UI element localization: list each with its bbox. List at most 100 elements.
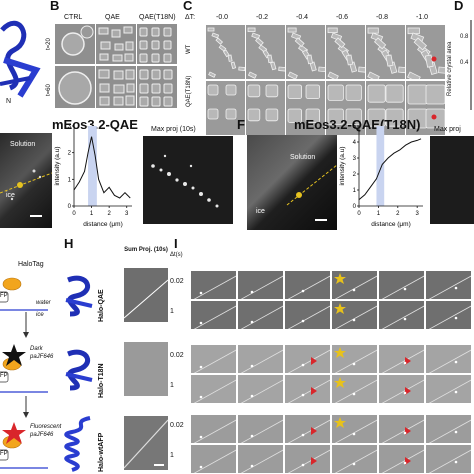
panel-c-image — [286, 25, 325, 79]
panel-e-chart-x-tick-label: 3 — [125, 211, 129, 217]
panel-f-solution-label: Solution — [290, 154, 316, 161]
panel-c-temp-label: -0.8 — [376, 14, 389, 21]
panel-i-frame — [425, 344, 472, 374]
panel-c-temp-label: -0.6 — [336, 14, 349, 21]
panel-i-frame — [284, 300, 331, 330]
panel-c-image — [246, 81, 285, 135]
panel-d-label: D — [454, 0, 464, 13]
panel-i-frame — [425, 414, 472, 444]
panel-f-chart-series-line — [358, 138, 422, 200]
panel-c-image — [206, 81, 245, 135]
panel-f-chart-x-tick-label: 2 — [396, 211, 400, 217]
panel-h-sumproj-image-wtafp — [124, 416, 168, 470]
panel-h-sumproj-image-qae — [124, 268, 168, 322]
panel-i-frame — [237, 270, 284, 300]
panel-e-maxproj-label: Max proj (10s) — [151, 126, 196, 133]
panel-f-chart-y-tick-label: 4 — [353, 140, 357, 146]
panel-i-label: I — [174, 236, 178, 251]
panel-f-label: F — [237, 117, 245, 132]
panel-h-protein-wtafp — [64, 416, 91, 472]
protein-structure-a — [0, 20, 41, 98]
panel-f-chart-y-tick-label: 5 — [353, 124, 357, 130]
panel-i-frame — [237, 344, 284, 374]
panel-h-sumproj-label: Sum Proj. (10s) — [124, 247, 168, 253]
panel-c-image — [406, 81, 445, 135]
panel-e-title: mEos3.2-QAE — [52, 117, 138, 132]
panel-i-frame — [190, 270, 237, 300]
panel-e-chart-highlight-band — [88, 126, 97, 206]
panel-f-chart-highlight-band — [376, 126, 385, 206]
panel-g-dark-label: Dark — [30, 346, 43, 352]
panel-d-ylabel: Relative crystal area — [447, 41, 453, 96]
panel-i-frame — [425, 270, 472, 300]
panel-g-fp-label-3: FP — [0, 451, 8, 457]
panel-e-ice-label: ice — [6, 192, 15, 199]
panel-f-chart-y-tick-label: 0 — [353, 204, 357, 210]
panel-f-maxproj-image — [430, 136, 474, 224]
panel-b-label: B — [50, 0, 60, 13]
panel-h-label: H — [64, 236, 74, 251]
panel-b-row-t60: t=60 — [46, 84, 52, 96]
panel-i-frame — [237, 414, 284, 444]
panel-i-frame — [331, 270, 378, 300]
panel-g-schematic — [0, 277, 48, 469]
panel-d-ytick-0: 0.8 — [460, 34, 469, 40]
panel-e-chart-x-axis-label: distance (μm) — [83, 221, 123, 228]
panel-f-chart-x-tick-label: 1 — [377, 211, 381, 217]
panel-i-frame — [190, 300, 237, 330]
panel-f-chart-y-tick-label: 3 — [353, 156, 357, 162]
panel-c-label: C — [183, 0, 193, 13]
panel-i-frame — [331, 414, 378, 444]
panel-i-frame — [190, 374, 237, 404]
panel-i-frame — [378, 444, 425, 474]
panel-i-frame — [190, 344, 237, 374]
panel-i-dt-value: 1 — [170, 382, 174, 389]
panel-i-dt-value: 1 — [170, 308, 174, 315]
panel-a-n-label: N — [6, 98, 12, 105]
panel-c-image — [366, 25, 405, 79]
panel-c-row-wt: WT — [186, 44, 192, 54]
panel-i-frame — [425, 374, 472, 404]
panel-g-fluorescent-label: Fluorescent — [30, 424, 62, 430]
panel-f-title: mEos3.2-QAE(T18N) — [294, 117, 421, 132]
panel-i-frame — [190, 414, 237, 444]
panel-i-frame — [378, 300, 425, 330]
panel-g-fp-label-1: FP — [0, 293, 8, 299]
panel-d-axis — [470, 20, 472, 110]
panel-b-col-qae: QAE — [105, 14, 120, 21]
panel-i-dt-value: 1 — [170, 452, 174, 459]
panel-f-chart-x-axis-label: distance (μm) — [371, 221, 411, 228]
panel-i-frame — [331, 374, 378, 404]
panel-h-protein-t18n — [65, 349, 93, 391]
panel-e-chart-x-tick-label: 0 — [72, 211, 76, 217]
panel-e-chart-x-tick-label: 2 — [107, 211, 111, 217]
panel-i-frame — [425, 444, 472, 474]
panel-e-solution-label: Solution — [10, 141, 36, 148]
panel-e-chart-y-tick-label: 1 — [68, 177, 72, 183]
panel-f-profile-chart: 0 1 2 3 0 1 2 3 4 5 distance (μm) intensity (a.u) — [339, 124, 423, 228]
panel-g-ice-label: ice — [36, 312, 44, 318]
panel-c-row-t18n: QAE(T18N) — [186, 75, 192, 107]
panel-b-col-t18n: QAE(T18N) — [139, 14, 176, 21]
panel-c-temp-label: -1.0 — [416, 14, 429, 21]
panel-b-image-ctrl-t60 — [55, 66, 95, 108]
panel-f-chart-x-tick-label: 3 — [416, 211, 420, 217]
panel-c-temp-label: -0.4 — [296, 14, 309, 21]
panel-i-frame — [190, 444, 237, 474]
panel-i-frame — [237, 300, 284, 330]
panel-f-chart-y-axis-label: intensity (a.u) — [339, 146, 346, 185]
panel-i-frame — [378, 374, 425, 404]
panel-e-chart-series-line — [73, 136, 131, 199]
panel-g-water-label: water — [36, 300, 51, 306]
panel-i-frame — [237, 444, 284, 474]
panel-i-frame — [378, 344, 425, 374]
panel-i-frame — [331, 444, 378, 474]
panel-c-image — [326, 25, 365, 79]
panel-i-frame — [284, 270, 331, 300]
panel-f-chart-y-tick-label: 2 — [353, 172, 357, 178]
panel-e-chart-y-tick-label: 3 — [68, 124, 72, 130]
panel-g-fp-label-2: FP — [0, 373, 8, 379]
panel-b-col-ctrl: CTRL — [64, 14, 83, 21]
panel-c-image — [286, 81, 325, 135]
